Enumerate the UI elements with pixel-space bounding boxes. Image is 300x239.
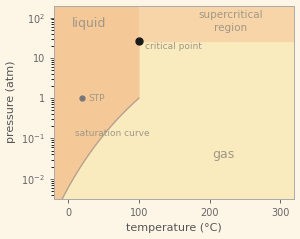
Text: supercritical
region: supercritical region xyxy=(199,10,263,33)
Text: STP: STP xyxy=(88,94,104,103)
Polygon shape xyxy=(54,5,139,211)
Text: critical point: critical point xyxy=(145,42,201,51)
Y-axis label: pressure (atm): pressure (atm) xyxy=(6,61,16,143)
Text: liquid: liquid xyxy=(72,17,106,30)
Text: gas: gas xyxy=(213,148,235,161)
Text: saturation curve: saturation curve xyxy=(75,129,150,138)
X-axis label: temperature (°C): temperature (°C) xyxy=(126,223,222,234)
Polygon shape xyxy=(139,5,294,41)
